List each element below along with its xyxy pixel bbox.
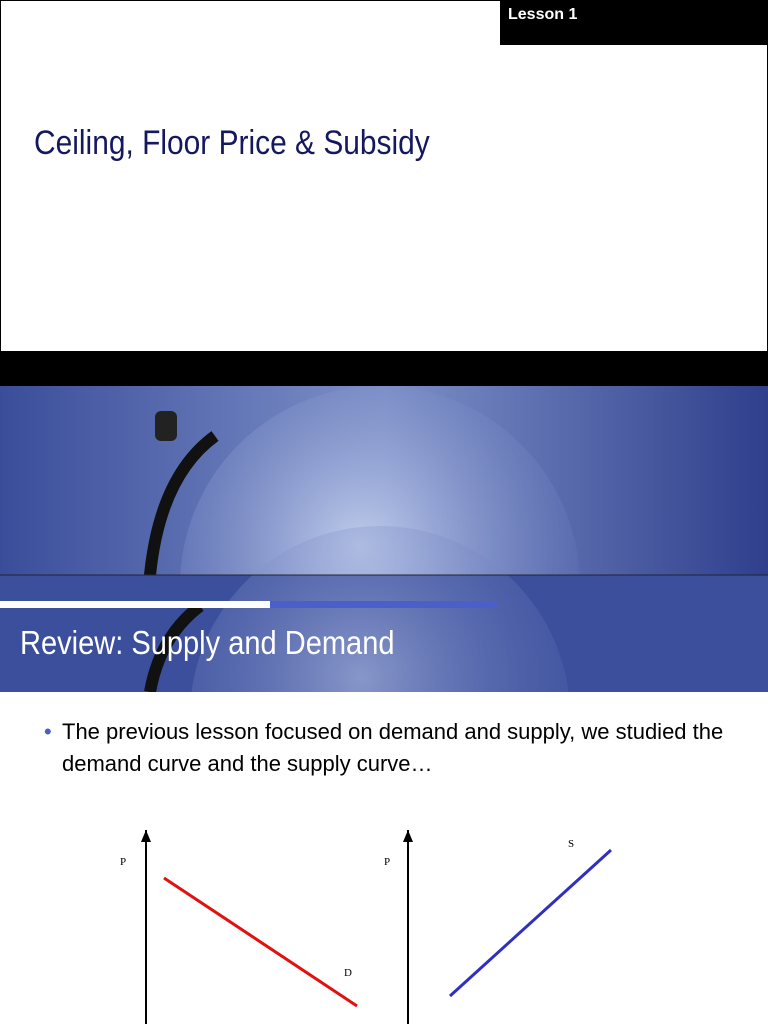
axis-label: P (384, 856, 390, 868)
slide-title: Ceiling, Floor Price & Subsidy (34, 124, 430, 162)
lesson-tab: Lesson 1 (500, 0, 768, 45)
bullet: The previous lesson focused on demand an… (44, 716, 734, 780)
axis-label: P (120, 856, 126, 868)
curve-label: D (344, 967, 352, 979)
separator (0, 352, 768, 386)
supply-curve (448, 848, 613, 998)
lesson-label: Lesson 1 (508, 6, 578, 23)
graphs: P D P S (120, 830, 613, 1024)
slide-title: Review: Supply and Demand (20, 624, 395, 661)
bullet-text: The previous lesson focused on demand an… (62, 719, 724, 776)
arrow (403, 830, 413, 842)
slide (0, 0, 768, 352)
arrow (141, 830, 151, 842)
demand-curve (163, 876, 358, 1008)
banner (0, 386, 768, 692)
curve-label: S (568, 838, 574, 850)
